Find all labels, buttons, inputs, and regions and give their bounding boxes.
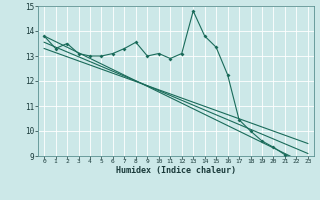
- X-axis label: Humidex (Indice chaleur): Humidex (Indice chaleur): [116, 166, 236, 175]
